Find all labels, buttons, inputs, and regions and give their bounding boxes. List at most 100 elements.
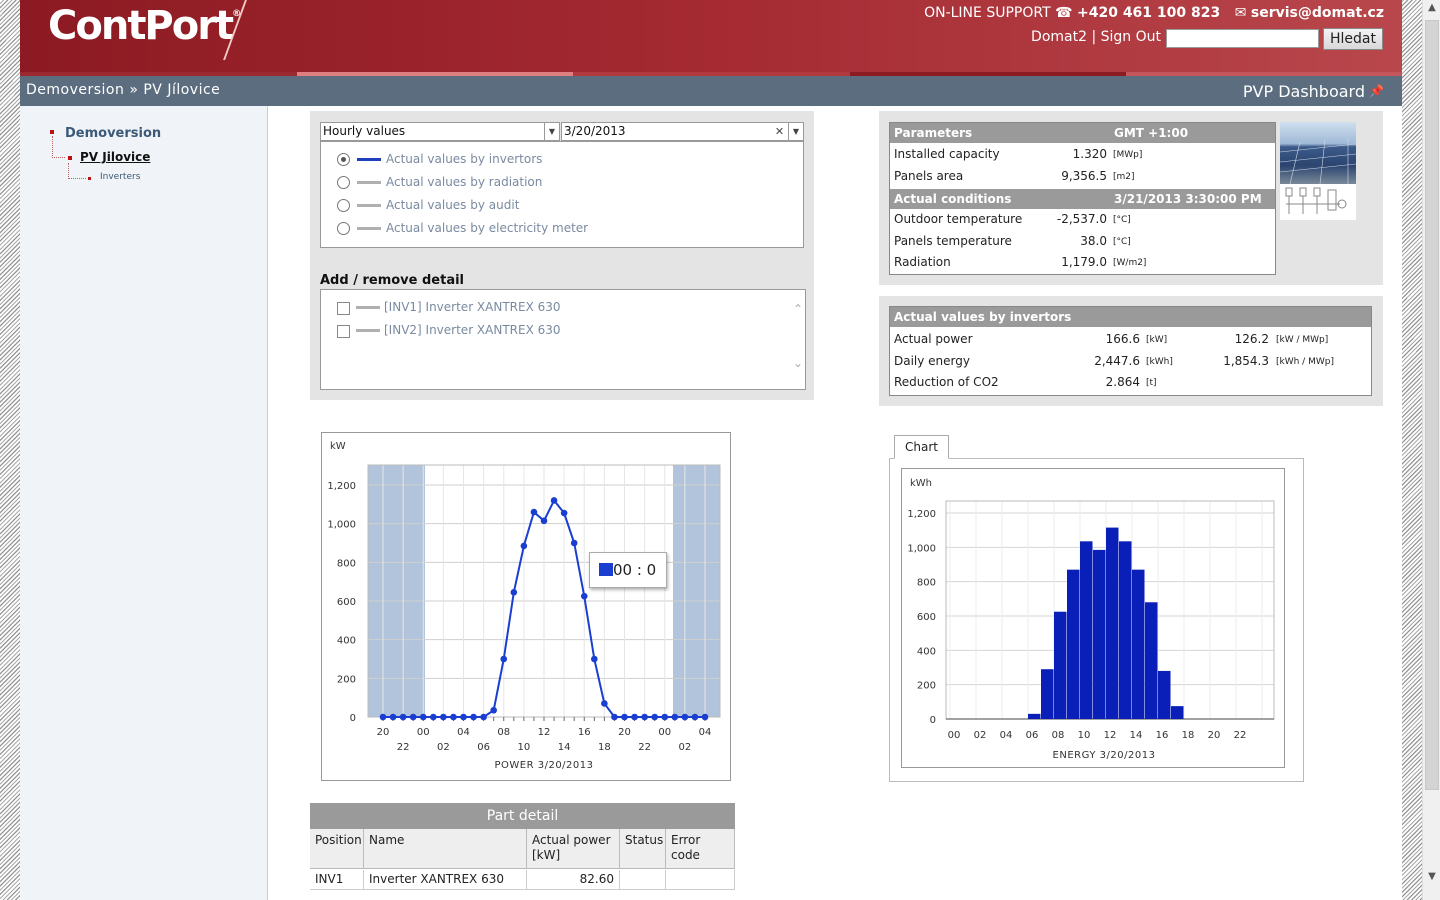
x-tick-label: 00	[417, 727, 430, 738]
energy-bar	[1145, 602, 1158, 719]
sidebar-item-demoversion[interactable]: Demoversion	[65, 126, 162, 141]
scroll-down-icon[interactable]: ⌄	[792, 356, 803, 370]
power-data-point	[430, 713, 437, 721]
part-detail-title: Part detail	[310, 803, 735, 829]
energy-tab[interactable]: Chart	[894, 435, 949, 459]
x-tick-label: 08	[1052, 730, 1065, 741]
search-input[interactable]	[1166, 29, 1319, 48]
x-tick-label: 04	[1000, 730, 1013, 741]
night-shade-left	[368, 465, 425, 717]
series-line-icon	[357, 158, 381, 161]
x-tick-label: 20	[377, 727, 390, 738]
power-data-point	[419, 713, 427, 721]
search-button[interactable]: Hledat	[1323, 28, 1383, 50]
power-data-point	[540, 517, 548, 525]
interval-dropdown[interactable]: Hourly values ▼	[320, 122, 560, 141]
x-tick-label: 14	[558, 742, 571, 753]
energy-chart-svg: 0 200 400 600 800 1,000 1,200 kWh 00 02 04 06 08 10 12…	[907, 478, 1275, 761]
energy-chart[interactable]: 0 200 400 600 800 1,000 1,200 kWh 00 02 04 06 08 10 12…	[901, 468, 1285, 768]
power-data-point	[450, 713, 457, 721]
power-data-point	[661, 713, 669, 721]
x-tick-label: 18	[598, 742, 611, 753]
x-tick-label: 02	[974, 730, 987, 741]
power-data-point	[681, 713, 689, 721]
col-status[interactable]: Status	[620, 829, 666, 869]
support-info: ON-LINE SUPPORT ☎ +420 461 100 823 ✉ ser…	[924, 5, 1384, 21]
sidebar-item-inverters[interactable]: Inverters	[100, 172, 141, 182]
breadcrumb-current[interactable]: PV Jílovice	[143, 82, 221, 98]
radio-radiation[interactable]	[337, 176, 350, 189]
y-tick-label: 200	[337, 674, 356, 685]
solar-panel-photo[interactable]	[1279, 122, 1357, 185]
value-selector-panel: Hourly values ▼ 3/20/2013 ✕ ▼ Actual val…	[310, 111, 814, 400]
detail-checkbox-inv1[interactable]	[337, 302, 350, 315]
x-axis-label: POWER 3/20/2013	[494, 760, 593, 771]
page-scrollbar[interactable]: ▲ ▼	[1422, 0, 1440, 900]
y-tick-label: 0	[930, 715, 936, 726]
power-data-point	[671, 713, 679, 721]
x-tick-label: 12	[538, 727, 551, 738]
user-links[interactable]: Domat2 | Sign Out	[1031, 29, 1161, 45]
conditions-header: Actual conditions 3/21/2013 3:30:00 PM	[890, 189, 1275, 209]
y-tick-label: 1,200	[327, 481, 356, 492]
schematic-thumbnail[interactable]	[1280, 184, 1356, 220]
power-data-point	[580, 592, 588, 600]
power-data-point	[530, 508, 538, 516]
actual-values-header: Actual values by invertors	[890, 307, 1371, 327]
chevron-down-icon[interactable]: ▼	[544, 123, 559, 140]
radio-electricity-meter[interactable]	[337, 222, 350, 235]
y-tick-label: 600	[337, 597, 356, 608]
y-tick-label: 400	[917, 646, 936, 657]
power-data-point	[470, 713, 477, 721]
date-input[interactable]: 3/20/2013 ✕ ▼	[561, 122, 804, 141]
wiring-diagram-icon	[1285, 187, 1347, 214]
x-tick-label: 12	[1104, 730, 1117, 741]
header: ContPort® ON-LINE SUPPORT ☎ +420 461 100…	[20, 0, 1402, 72]
detail-checkbox-inv2[interactable]	[337, 325, 350, 338]
energy-bar	[1080, 541, 1093, 719]
col-actual-power[interactable]: Actual power [kW]	[527, 829, 620, 869]
power-data-point	[691, 713, 699, 721]
power-data-point	[510, 589, 518, 596]
power-data-point	[570, 539, 578, 547]
x-tick-label: 16	[1156, 730, 1169, 741]
scroll-up-icon[interactable]: ⌃	[792, 302, 803, 316]
scrollbar-thumb[interactable]	[1425, 20, 1439, 790]
y-tick-label: 600	[917, 612, 936, 623]
col-name[interactable]: Name	[364, 829, 527, 869]
energy-tab-frame	[889, 458, 1304, 782]
breadcrumb-root[interactable]: Demoversion	[26, 82, 125, 98]
section-strip	[20, 72, 1402, 76]
power-data-point	[480, 713, 487, 721]
series-option-list: Actual values by invertors Actual values…	[320, 141, 804, 248]
breadcrumb: Demoversion » PV Jílovice	[26, 82, 221, 98]
power-data-point	[641, 713, 648, 721]
sidebar-item-pv-jilovice[interactable]: PV Jilovice	[80, 150, 151, 164]
power-data-point	[389, 713, 397, 721]
pin-icon[interactable]: 📌	[1369, 84, 1384, 98]
power-chart[interactable]: 0 200 400 600 800 1,000 1,200 kW 20 00 04 08 12 16 20 0…	[321, 432, 731, 781]
x-tick-label: 02	[679, 742, 692, 753]
calendar-dropdown-icon[interactable]: ▼	[788, 123, 803, 140]
radio-audit[interactable]	[337, 199, 350, 212]
energy-bar	[1028, 713, 1041, 719]
power-data-point	[701, 713, 709, 721]
parameters-header: Parameters GMT +1:00	[890, 123, 1275, 143]
panel-rows-icon	[1279, 138, 1357, 185]
contport-logo[interactable]: ContPort®	[48, 3, 242, 49]
power-data-point	[440, 713, 447, 721]
radio-invertors[interactable]	[337, 153, 350, 166]
series-line-icon	[357, 204, 381, 207]
detail-section-title: Add / remove detail	[320, 273, 465, 288]
timezone: GMT +1:00	[1114, 126, 1189, 140]
scroll-up-arrow-icon[interactable]: ▲	[1428, 2, 1436, 13]
clear-date-icon[interactable]: ✕	[774, 125, 785, 138]
scroll-down-arrow-icon[interactable]: ▼	[1428, 871, 1436, 882]
col-position[interactable]: Position	[310, 829, 364, 869]
x-tick-label: 14	[1130, 730, 1143, 741]
detail-list: [INV1] Inverter XANTREX 630 [INV2] Inver…	[320, 289, 806, 390]
x-tick-label: 22	[638, 742, 651, 753]
col-error-code[interactable]: Error code	[666, 829, 735, 869]
support-email[interactable]: servis@domat.cz	[1250, 5, 1384, 21]
